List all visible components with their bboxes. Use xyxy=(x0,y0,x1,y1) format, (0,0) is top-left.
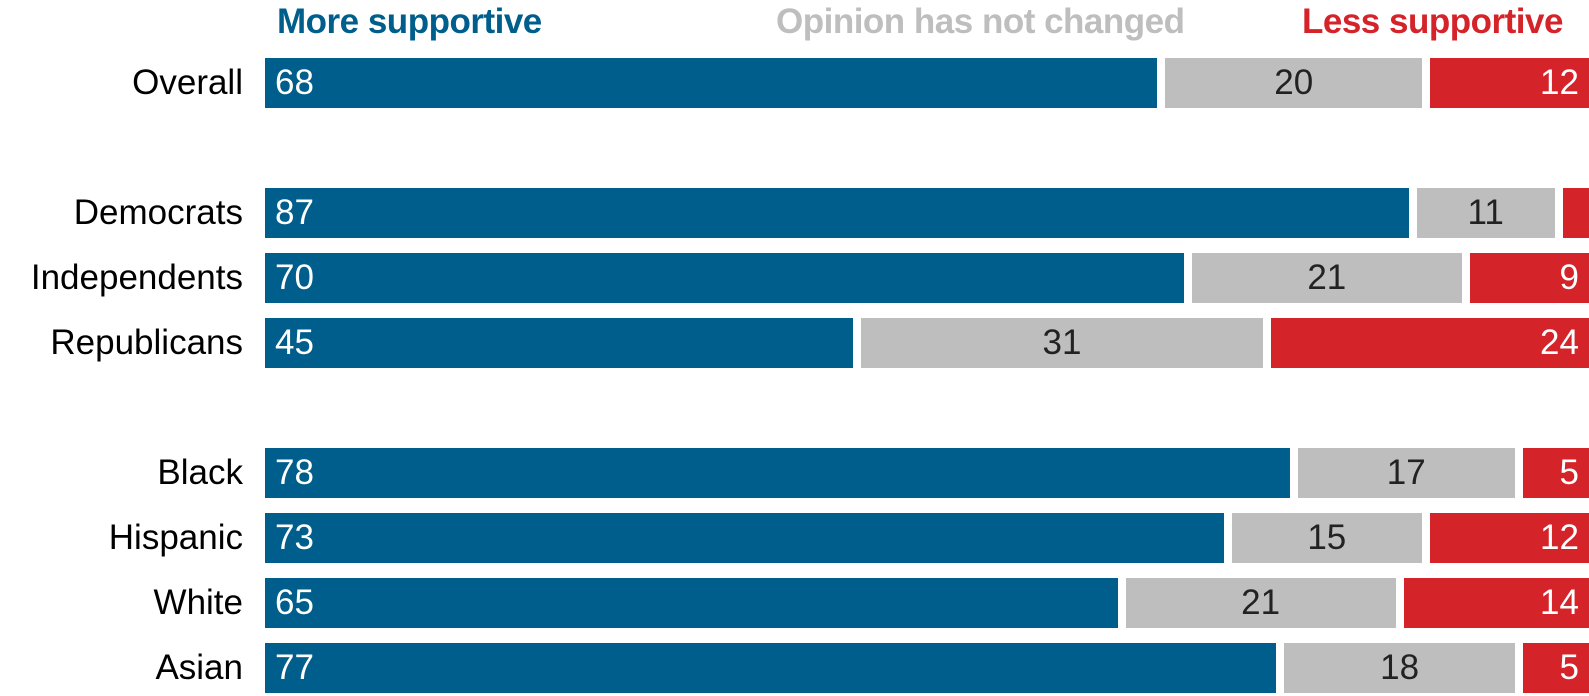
bar-same: 21 xyxy=(1125,578,1396,628)
bar-same: 21 xyxy=(1191,253,1462,303)
row-label: Independents xyxy=(30,258,243,297)
bar-less: 9 xyxy=(1469,253,1589,303)
bar-less: 12 xyxy=(1430,58,1589,108)
value-label-less: 9 xyxy=(1559,258,1579,297)
bar-more: 70 xyxy=(265,253,1184,303)
value-label-less: 24 xyxy=(1540,323,1579,362)
value-label-more: 45 xyxy=(275,323,314,362)
value-label-more: 68 xyxy=(275,63,314,102)
bar-more: 77 xyxy=(265,643,1277,693)
value-label-more: 87 xyxy=(275,193,314,232)
value-label-more: 65 xyxy=(275,583,314,622)
row-label: White xyxy=(153,583,243,622)
bar-more: 68 xyxy=(265,58,1158,108)
value-label-same: 17 xyxy=(1386,453,1426,492)
bar-less: 12 xyxy=(1430,513,1589,563)
bar-less xyxy=(1562,188,1589,238)
bar-more: 73 xyxy=(265,513,1224,563)
value-label-same: 18 xyxy=(1380,648,1420,687)
bar-less: 14 xyxy=(1403,578,1589,628)
bar-same: 18 xyxy=(1284,643,1515,693)
value-label-same: 20 xyxy=(1274,63,1314,102)
value-label-same: 11 xyxy=(1467,193,1504,232)
legend-more: More supportive xyxy=(277,2,542,41)
row-label: Black xyxy=(157,453,243,492)
row-label: Hispanic xyxy=(108,518,243,557)
bar-same: 17 xyxy=(1297,448,1515,498)
bar-less: 5 xyxy=(1522,448,1589,498)
row-label: Republicans xyxy=(50,323,243,362)
value-label-less: 5 xyxy=(1559,648,1579,687)
value-label-more: 78 xyxy=(275,453,314,492)
row-label: Asian xyxy=(155,648,243,687)
bar-less: 24 xyxy=(1271,318,1589,368)
row-label: Democrats xyxy=(73,193,243,232)
bar-same: 20 xyxy=(1165,58,1423,108)
value-label-more: 77 xyxy=(275,648,314,687)
bar-same: 15 xyxy=(1231,513,1423,563)
bar-same: 31 xyxy=(860,318,1264,368)
value-label-same: 31 xyxy=(1042,323,1082,362)
bar-more: 78 xyxy=(265,448,1290,498)
value-label-less: 12 xyxy=(1540,63,1579,102)
value-label-same: 21 xyxy=(1241,583,1281,622)
value-label-less: 14 xyxy=(1540,583,1579,622)
bar-same: 11 xyxy=(1416,188,1555,238)
value-label-more: 73 xyxy=(275,518,314,557)
value-label-same: 15 xyxy=(1307,518,1347,557)
bar-more: 87 xyxy=(265,188,1409,238)
bar-more: 45 xyxy=(265,318,853,368)
bar-less: 5 xyxy=(1522,643,1589,693)
row-label: Overall xyxy=(132,63,243,102)
value-label-more: 70 xyxy=(275,258,314,297)
legend-less: Less supportive xyxy=(1302,2,1563,41)
legend-same: Opinion has not changed xyxy=(776,2,1185,41)
bar-more: 65 xyxy=(265,578,1118,628)
value-label-less: 12 xyxy=(1540,518,1579,557)
value-label-less: 5 xyxy=(1559,453,1579,492)
value-label-same: 21 xyxy=(1307,258,1347,297)
